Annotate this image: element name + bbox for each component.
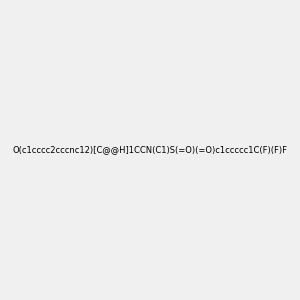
Text: O(c1cccc2cccnc12)[C@@H]1CCN(C1)S(=O)(=O)c1ccccc1C(F)(F)F: O(c1cccc2cccnc12)[C@@H]1CCN(C1)S(=O)(=O)…: [13, 146, 287, 154]
